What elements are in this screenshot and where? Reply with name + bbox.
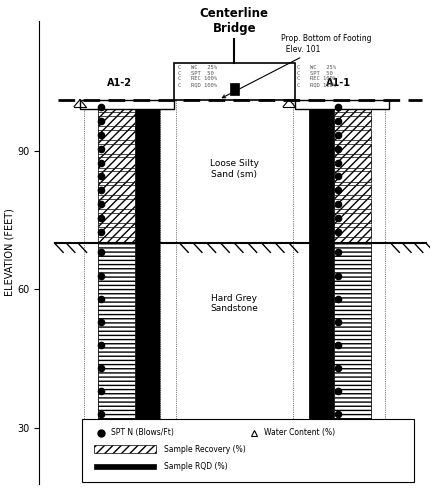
- Bar: [334, 213, 371, 223]
- Bar: [84, 100, 98, 461]
- Bar: [309, 100, 334, 461]
- Text: A1-1: A1-1: [326, 78, 351, 88]
- Bar: [371, 100, 385, 461]
- Text: C   WC   25%
C   SPT  50
C   REC 100%
C   RQD 100%: C WC 25% C SPT 50 C REC 100% C RQD 100%: [178, 65, 217, 87]
- Bar: [82, 419, 414, 482]
- Text: Prop. Bottom of Footing
  Elev. 101: Prop. Bottom of Footing Elev. 101: [222, 34, 372, 98]
- Bar: [174, 62, 295, 100]
- Y-axis label: ELEVATION (FEET): ELEVATION (FEET): [4, 208, 14, 296]
- Text: Sample RQD (%): Sample RQD (%): [164, 462, 228, 471]
- Bar: [98, 143, 135, 154]
- Bar: [98, 158, 135, 168]
- Bar: [98, 243, 135, 461]
- Bar: [334, 100, 371, 461]
- Text: Hard Grey
Sandstone: Hard Grey Sandstone: [210, 294, 258, 313]
- Bar: [98, 213, 135, 223]
- Bar: [293, 100, 309, 461]
- Bar: [98, 100, 135, 461]
- Bar: [230, 83, 239, 95]
- Bar: [94, 465, 156, 469]
- Text: Loose Silty
Sand (sm): Loose Silty Sand (sm): [210, 160, 259, 179]
- Bar: [334, 116, 371, 126]
- Text: C   WC   25%
C   SPT  50
C   REC 100%
C   RQD 100%: C WC 25% C SPT 50 C REC 100% C RQD 100%: [297, 65, 336, 87]
- Bar: [160, 100, 176, 461]
- Bar: [334, 199, 371, 209]
- Text: A1-2: A1-2: [107, 78, 132, 88]
- Bar: [334, 143, 371, 154]
- Bar: [334, 171, 371, 182]
- Bar: [98, 130, 135, 140]
- Bar: [334, 185, 371, 195]
- Bar: [98, 171, 135, 182]
- Bar: [135, 100, 160, 461]
- Bar: [334, 227, 371, 237]
- Bar: [334, 102, 371, 112]
- Bar: [98, 102, 135, 112]
- Bar: [334, 158, 371, 168]
- Text: Water Content (%): Water Content (%): [264, 428, 335, 437]
- Bar: [98, 227, 135, 237]
- Bar: [94, 446, 156, 453]
- Bar: [98, 185, 135, 195]
- Bar: [98, 116, 135, 126]
- Text: Centerline
Bridge: Centerline Bridge: [200, 7, 269, 35]
- Bar: [80, 100, 174, 109]
- Bar: [334, 130, 371, 140]
- Bar: [295, 100, 389, 109]
- Text: Sample Recovery (%): Sample Recovery (%): [164, 445, 246, 454]
- Bar: [98, 199, 135, 209]
- Text: SPT N (Blows/Ft): SPT N (Blows/Ft): [111, 428, 174, 437]
- Bar: [334, 243, 371, 461]
